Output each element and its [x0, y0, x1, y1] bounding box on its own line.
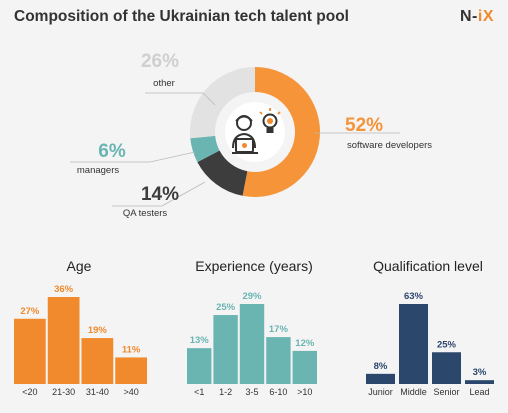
slice-label: software developers [347, 140, 432, 151]
bar [115, 357, 147, 384]
category-label: <20 [22, 387, 37, 397]
bar-value-label: 11% [122, 344, 141, 355]
category-label: 1-2 [219, 387, 232, 397]
bar-value-label: 19% [88, 325, 108, 336]
bar [239, 304, 265, 384]
bar [213, 315, 238, 384]
bar [399, 304, 428, 384]
bar [292, 350, 317, 384]
category-label: Senior [433, 387, 459, 397]
callout-line [70, 151, 196, 163]
lightbulb-icon [259, 108, 281, 133]
bar-chart-title: Age [67, 258, 92, 274]
slice-label: managers [77, 165, 119, 176]
callout-line [145, 92, 216, 106]
category-label: 6-10 [269, 387, 287, 397]
donut-slice-managers [190, 135, 220, 163]
bar [81, 338, 114, 384]
bar-value-label: 27% [20, 306, 40, 317]
donut-slice-software-developers [242, 67, 320, 197]
logo-text-left: N- [459, 8, 478, 25]
callout-line [112, 181, 206, 207]
slice-percent: 52% [345, 115, 383, 136]
bar-value-label: 29% [242, 291, 262, 302]
category-label: Junior [368, 387, 393, 397]
bar-chart-title: Experience (years) [195, 258, 313, 274]
logo-text-right: iX [477, 8, 494, 25]
donut-slice-QA-testers [197, 150, 248, 196]
slice-percent: 6% [98, 141, 126, 162]
developer-icon [225, 102, 285, 162]
category-label: Lead [469, 387, 489, 397]
donut-callouts: 52% software developers 14% QA testers 6% man… [70, 51, 432, 219]
donut-slice-other [189, 67, 255, 139]
bar-value-label: 3% [473, 367, 487, 378]
page-title: Composition of the Ukrainian tech talent… [14, 8, 349, 25]
slice-label: QA testers [123, 208, 168, 219]
category-label: 3-5 [245, 387, 258, 397]
bar-value-label: 17% [269, 324, 289, 335]
bar-chart-title: Qualification level [373, 258, 483, 274]
bar-value-label: 13% [190, 335, 210, 346]
bar [465, 380, 494, 384]
bar-value-label: 8% [374, 361, 388, 372]
bar-value-label: 25% [216, 302, 236, 313]
slice-percent: 14% [141, 184, 179, 205]
bar-value-label: 36% [54, 284, 74, 295]
bar [432, 352, 461, 384]
category-label: Middle [400, 387, 427, 397]
bar-value-label: 12% [295, 338, 315, 349]
category-label: <1 [194, 387, 204, 397]
bar [266, 337, 291, 384]
bar [366, 373, 395, 384]
category-label: >40 [123, 387, 138, 397]
bar [47, 297, 80, 384]
category-label: 31-40 [86, 387, 109, 397]
slice-percent: 26% [141, 51, 179, 72]
category-label: >10 [297, 387, 312, 397]
brand-logo: N-iX [460, 8, 494, 26]
category-label: 21-30 [52, 387, 75, 397]
slice-label: other [153, 78, 175, 89]
bar [14, 318, 46, 384]
bar-value-label: 63% [404, 291, 424, 302]
bar [187, 348, 212, 384]
donut-chart [189, 67, 320, 197]
bar-charts: Age 27% <20 36% 21-30 19% 31-40 11% >40 Experienc… [14, 258, 494, 397]
bar-value-label: 25% [437, 339, 457, 350]
